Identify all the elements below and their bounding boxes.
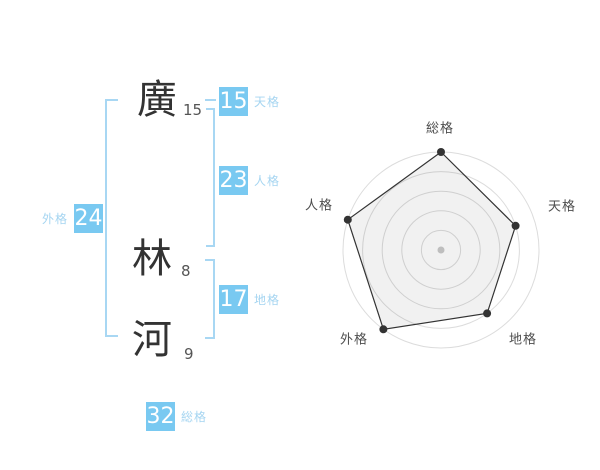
- soukaku-value: 32: [146, 402, 175, 431]
- gaikaku-badge: 外格 24: [42, 204, 104, 233]
- grid-ring: [362, 171, 520, 329]
- axis-label-地格: 地格: [509, 332, 537, 348]
- axis-label-天格: 天格: [548, 199, 576, 215]
- tenkaku-badge: 15 天格: [219, 87, 280, 116]
- data-point: [437, 148, 445, 156]
- center-dot: [437, 246, 445, 254]
- jinkaku-value: 23: [219, 166, 248, 195]
- jinkaku-badge: 23 人格: [219, 166, 280, 195]
- grid-ring: [420, 229, 462, 271]
- jinkaku-bracket: [206, 108, 215, 247]
- data-polygon: [347, 151, 517, 330]
- stroke-count-1: 15: [183, 101, 203, 119]
- axis-label-総格: 総格: [426, 121, 454, 137]
- name-character-3: 河: [132, 317, 172, 363]
- name-character-1: 廣: [137, 77, 177, 123]
- tenkaku-label: 天格: [254, 95, 281, 109]
- soukaku-badge: 32 総格: [146, 402, 207, 431]
- data-point: [343, 215, 352, 224]
- chikaku-value: 17: [219, 285, 248, 314]
- jinkaku-label: 人格: [254, 174, 281, 188]
- stroke-count-2: 8: [181, 262, 191, 280]
- axis-label-人格: 人格: [305, 198, 333, 214]
- axis-label-外格: 外格: [340, 332, 368, 348]
- chikaku-badge: 17 地格: [219, 285, 280, 314]
- soukaku-label: 総格: [181, 410, 208, 424]
- gaikaku-bracket: [105, 99, 118, 337]
- tenkaku-tick: [205, 99, 216, 101]
- gaikaku-label: 外格: [42, 212, 69, 226]
- grid-ring: [401, 210, 481, 290]
- chikaku-label: 地格: [254, 293, 281, 307]
- data-point: [379, 325, 388, 334]
- grid-ring: [381, 190, 501, 310]
- stroke-count-3: 9: [184, 345, 194, 363]
- chikaku-bracket: [205, 259, 215, 339]
- data-point: [511, 221, 520, 230]
- gaikaku-value: 24: [74, 204, 104, 233]
- tenkaku-value: 15: [219, 87, 248, 116]
- name-character-2: 林: [132, 236, 172, 282]
- data-point: [483, 309, 492, 318]
